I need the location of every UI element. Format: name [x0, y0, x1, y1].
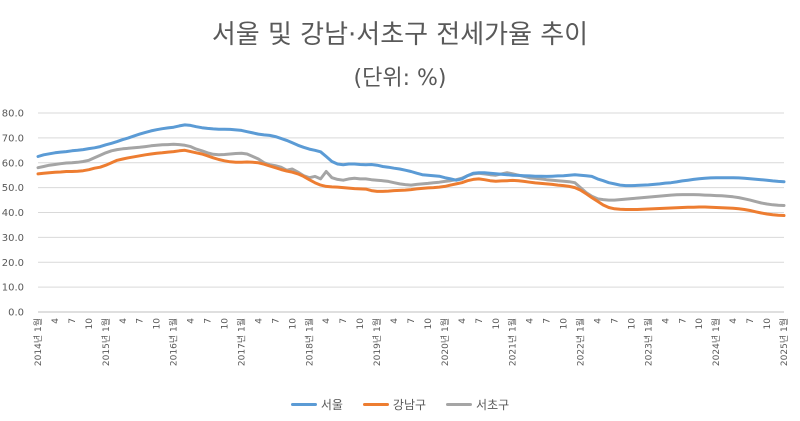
- x-tick-label: 2019년 1월: [371, 318, 383, 366]
- x-tick-label: 2023년 1월: [642, 318, 654, 366]
- legend: 서울 강남구 서초구: [0, 396, 800, 413]
- legend-swatch-seoul: [290, 403, 317, 406]
- x-tick-label: 10: [627, 318, 637, 330]
- x-tick-label: 10: [763, 318, 773, 330]
- x-tick-label: 4: [458, 318, 468, 324]
- x-tick-label: 10: [356, 318, 366, 330]
- chart-subtitle: (단위: %): [353, 66, 447, 91]
- x-tick-label: 4: [322, 318, 332, 324]
- x-tick-label: 7: [610, 318, 620, 324]
- x-tick-label: 7: [68, 318, 78, 324]
- x-tick-label: 7: [746, 318, 756, 324]
- y-tick-label: 60.0: [2, 158, 24, 169]
- x-tick-label: 4: [390, 318, 400, 324]
- legend-swatch-seocho: [446, 403, 473, 406]
- x-tick-label: 4: [119, 318, 129, 324]
- legend-label-seocho: 서초구: [476, 398, 510, 412]
- gridlines: [38, 112, 784, 313]
- x-tick-label: 2017년 1월: [235, 318, 247, 366]
- x-tick-label: 2014년 1월: [32, 318, 44, 366]
- x-tick-label: 2018년 1월: [303, 318, 315, 366]
- x-tick-label: 2021년 1월: [507, 318, 519, 366]
- x-tick-label: 2020년 1월: [439, 318, 451, 366]
- x-tick-label: 7: [543, 318, 553, 324]
- x-tick-label: 10: [424, 318, 434, 330]
- chart-title: 서울 및 강남·서초구 전세가율 추이: [211, 20, 589, 50]
- x-axis: 2014년 1월 4 7 10 2015년 1월 4 7 10 2016년 1월 4 7 10 2017…: [32, 318, 790, 366]
- series-lines: [36, 123, 786, 217]
- series-line-seoul: [36, 123, 786, 188]
- legend-swatch-gangnam: [362, 403, 389, 406]
- x-tick-label: 4: [729, 318, 739, 324]
- x-tick-label: 4: [661, 318, 671, 324]
- x-tick-label: 4: [187, 318, 197, 324]
- x-tick-label: 7: [407, 318, 417, 324]
- series-line-seocho: [36, 142, 786, 207]
- x-tick-label: 10: [560, 318, 570, 330]
- x-tick-label: 10: [153, 318, 163, 330]
- y-axis: 0.0 10.0 20.0 30.0 40.0 50.0 60.0 70.0 80.0: [2, 109, 24, 319]
- x-tick-label: 7: [475, 318, 485, 324]
- y-tick-label: 30.0: [2, 233, 24, 244]
- y-tick-label: 80.0: [2, 109, 24, 120]
- y-tick-label: 20.0: [2, 258, 24, 269]
- legend-label-gangnam: 강남구: [392, 398, 427, 412]
- legend-item-seocho[interactable]: 서초구: [446, 396, 509, 413]
- y-tick-label: 70.0: [2, 133, 24, 144]
- x-tick-label: 2025년 1월: [778, 318, 790, 366]
- x-tick-label: 10: [492, 318, 502, 330]
- x-tick-label: 4: [254, 318, 264, 324]
- x-tick-label: 10: [85, 318, 95, 330]
- x-tick-label: 7: [136, 318, 146, 324]
- legend-item-gangnam[interactable]: 강남구: [362, 396, 427, 413]
- x-tick-label: 7: [678, 318, 688, 324]
- series-line-gangnam: [36, 148, 786, 217]
- x-tick-label: 10: [221, 318, 231, 330]
- x-tick-label: 7: [339, 318, 349, 324]
- x-tick-label: 10: [288, 318, 298, 330]
- x-tick-label: 4: [51, 318, 61, 324]
- x-tick-label: 4: [594, 318, 604, 324]
- x-tick-label: 4: [526, 318, 536, 324]
- x-tick-label: 2015년 1월: [100, 318, 112, 366]
- x-tick-label: 7: [204, 318, 214, 324]
- y-tick-label: 50.0: [2, 183, 24, 194]
- x-tick-label: 10: [695, 318, 705, 330]
- y-tick-label: 10.0: [2, 283, 24, 294]
- x-tick-label: 7: [271, 318, 281, 324]
- x-tick-label: 2016년 1월: [168, 318, 180, 366]
- y-tick-label: 0.0: [8, 308, 24, 319]
- y-tick-label: 40.0: [2, 208, 24, 219]
- legend-label-seoul: 서울: [320, 398, 343, 412]
- x-tick-label: 2022년 1월: [575, 318, 587, 366]
- legend-item-seoul[interactable]: 서울: [290, 396, 343, 413]
- x-tick-label: 2024년 1월: [710, 318, 722, 366]
